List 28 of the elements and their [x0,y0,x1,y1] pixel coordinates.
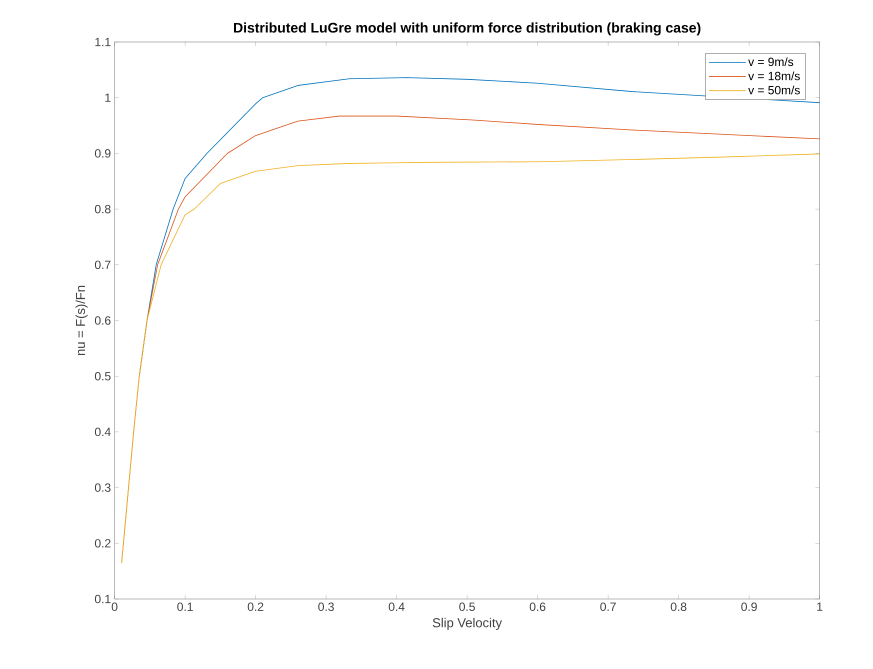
legend-label: v = 18m/s [748,71,800,80]
y-tick-label: 0.3 [94,483,111,492]
y-tick-label: 0.7 [94,260,110,270]
x-tick-label: 0.2 [248,602,264,611]
x-tick-label: 0.3 [318,602,334,611]
x-tick-label: 0.1 [177,602,193,611]
x-tick-label: 0.7 [600,602,616,611]
y-tick-label: 0.9 [94,149,111,158]
x-tick-label: 0.6 [530,602,546,611]
x-tick-label: 0.9 [741,602,757,611]
y-tick-label: 0.5 [94,372,111,380]
x-tick-label: 1 [817,602,822,611]
y-tick-label: 0.6 [94,316,111,325]
y-tick-label: 0.1 [94,594,110,604]
y-tick-label: 1.1 [95,38,110,46]
y-tick-label: 1 [105,94,110,102]
x-tick-label: 0 [112,602,118,611]
x-tick-label: 0.4 [388,602,405,611]
legend-label: v = 50m/s [748,86,800,94]
chart-title: Distributed LuGre model with uniform force distribution (braking case) [234,22,700,36]
x-tick-label: 0.8 [670,602,686,611]
y-tick-label: 0.4 [94,428,111,436]
y-tick-label: 0.2 [94,539,110,548]
x-tick-label: 0.5 [459,602,475,611]
legend-label: v = 9m/s [748,57,794,66]
y-tick-label: 0.8 [94,204,111,214]
y-axis-title: nu = F(s)/Fn [76,286,88,356]
x-axis-title: Slip Velocity [432,618,502,630]
